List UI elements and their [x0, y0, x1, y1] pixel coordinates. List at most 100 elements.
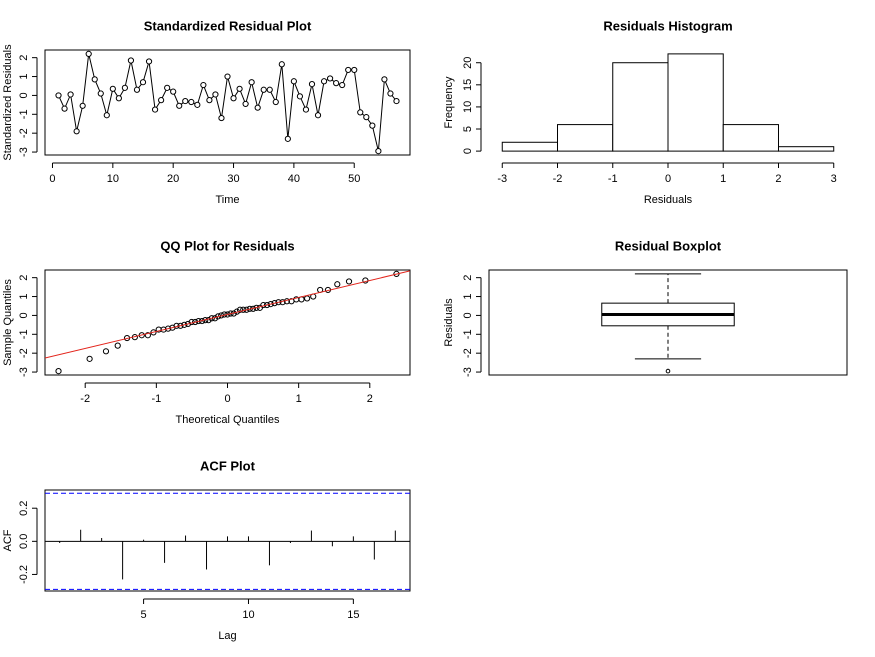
point [194, 101, 201, 108]
point [164, 84, 171, 91]
y-tick-label: -2 [18, 348, 30, 358]
point [357, 109, 364, 116]
point [263, 301, 271, 309]
y-tick-label: 0.0 [18, 534, 30, 549]
y-tick-label: 2 [462, 275, 474, 281]
panel: Residuals Histogram Residuals Frequency -3 -… [443, 18, 837, 205]
bar [501, 141, 559, 152]
point [176, 102, 183, 109]
point [170, 88, 177, 95]
point [224, 311, 231, 318]
panel: QQ Plot for Residuals Theoretical Quantil… [2, 238, 411, 426]
point [334, 281, 341, 288]
point [248, 79, 255, 86]
point [151, 106, 159, 113]
y-tick-label: 20 [462, 57, 474, 69]
point [200, 81, 207, 89]
y-tick-label: -3 [18, 367, 30, 377]
point [115, 95, 122, 102]
point [97, 90, 104, 97]
x-tick-label: 40 [288, 173, 300, 185]
point [326, 75, 334, 82]
point [79, 102, 86, 109]
point [304, 295, 311, 302]
x-tick-label: 0 [224, 393, 230, 405]
reference-line [45, 270, 410, 359]
point [158, 97, 165, 104]
point [369, 122, 376, 129]
panel-title: ACF Plot [200, 458, 256, 473]
y-axis-label: Frequency [443, 76, 455, 128]
x-tick-label: 30 [227, 173, 239, 185]
x-tick-label: -2 [80, 393, 90, 405]
point [133, 86, 141, 93]
x-axis-label: Residuals [644, 194, 693, 206]
x-tick-label: 5 [141, 609, 147, 621]
x-tick-label: 20 [167, 173, 179, 185]
y-axis-label: Sample Quantiles [2, 279, 14, 366]
x-tick-label: 0 [665, 173, 671, 185]
y-axis-label: Residuals [443, 298, 455, 347]
y-tick-label: 0.2 [18, 501, 30, 516]
point [91, 76, 98, 83]
y-tick-label: 1 [18, 73, 30, 79]
y-tick-label: -2 [18, 128, 30, 138]
x-tick-label: 1 [720, 173, 726, 185]
y-tick-label: 0 [462, 312, 474, 318]
panel-title: QQ Plot for Residuals [160, 238, 294, 253]
y-tick-label: 2 [18, 55, 30, 61]
point [254, 104, 261, 111]
point [351, 66, 358, 74]
x-tick-label: 1 [296, 393, 302, 405]
plot-frame [488, 269, 848, 376]
y-axis-label: Standardized Residuals [2, 44, 14, 161]
point [121, 84, 129, 91]
panel-title: Standardized Residual Plot [144, 18, 312, 33]
point [109, 85, 116, 92]
y-tick-label: -1 [462, 329, 474, 339]
x-tick-label: 2 [367, 393, 373, 405]
x-tick-label: -1 [151, 393, 161, 405]
y-tick-label: 15 [462, 79, 474, 91]
panel-title: Residuals Histogram [603, 18, 732, 33]
point [302, 106, 310, 113]
point [333, 80, 340, 87]
point [296, 93, 304, 100]
x-axis-label: Theoretical Quantiles [176, 414, 280, 426]
point [177, 322, 184, 329]
point [61, 105, 68, 112]
point [181, 321, 188, 328]
point [67, 91, 74, 98]
bar [557, 124, 614, 152]
point [381, 76, 388, 83]
point [85, 50, 92, 57]
y-tick-label: 0 [18, 312, 30, 318]
x-tick-label: -3 [497, 173, 507, 185]
point [266, 86, 273, 93]
point [230, 95, 237, 102]
bar [777, 146, 835, 152]
x-tick-label: 10 [242, 609, 254, 621]
point [164, 325, 172, 332]
x-tick-label: -1 [608, 173, 618, 185]
x-tick-label: 10 [107, 173, 119, 185]
panel-title: Residual Boxplot [615, 238, 722, 253]
point [242, 100, 249, 108]
outlier [665, 368, 671, 374]
point [284, 135, 291, 142]
x-axis-label: Time [215, 194, 239, 206]
bar [722, 124, 779, 152]
y-axis-label: ACF [2, 529, 14, 551]
y-tick-label: 0 [18, 92, 30, 98]
point [393, 97, 400, 105]
point [114, 342, 121, 349]
point [290, 78, 297, 85]
point [182, 97, 189, 105]
x-axis-label: Lag [218, 630, 236, 642]
point [184, 320, 192, 328]
point [308, 80, 316, 88]
point [260, 86, 267, 93]
plot-frame [44, 489, 411, 592]
point [139, 79, 147, 86]
